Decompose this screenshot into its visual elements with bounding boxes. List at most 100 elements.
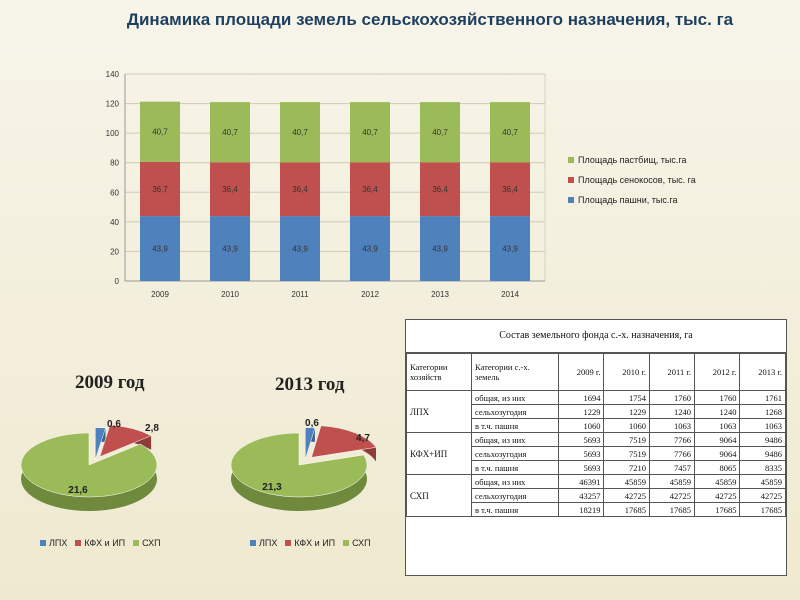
legend-label: КФХ и ИП bbox=[294, 538, 336, 548]
bar-arable bbox=[490, 216, 530, 281]
pie-slice-kfh bbox=[99, 424, 152, 458]
value-cell: 1240 bbox=[693, 404, 741, 419]
legend-label: ЛПХ bbox=[49, 538, 68, 548]
value-cell: 17685 bbox=[739, 502, 786, 517]
bar-hay bbox=[280, 162, 320, 217]
legend-label: Площадь сенокосов, тыс. га bbox=[578, 175, 696, 185]
table-row: в т.ч. пашня 18219 17685 17685 17685 17685 bbox=[407, 502, 786, 517]
y-tick-label: 140 bbox=[106, 70, 120, 79]
y-tick-label: 20 bbox=[110, 247, 119, 256]
data-label: 36,4 bbox=[362, 185, 378, 194]
bar-pasture bbox=[210, 102, 250, 163]
value-cell: 1694 bbox=[557, 390, 605, 405]
y-tick-label: 60 bbox=[110, 188, 119, 197]
x-tick-label: 2011 bbox=[291, 290, 309, 299]
legend-swatch-arable bbox=[568, 197, 574, 203]
value-cell: 1060 bbox=[603, 418, 650, 433]
data-label: 36,4 bbox=[502, 185, 518, 194]
stacked-bar-chart: 0 20 40 60 80 100 120 140 43,9 36,7 40,7 2009 43,9 36… bbox=[106, 70, 696, 299]
pie-chart-2009: 0,6 2,8 21,6 bbox=[20, 419, 159, 511]
table-caption: Состав земельного фонда с.-х. назначения… bbox=[406, 320, 786, 353]
group-name-cell: ЛПХ bbox=[406, 390, 472, 433]
pie-data-label: 21,6 bbox=[68, 485, 88, 496]
legend-label: СХП bbox=[352, 538, 371, 548]
bar-arable bbox=[140, 216, 180, 281]
table-row: СХП общая, из них 46391 45859 45859 45859 4585… bbox=[406, 474, 786, 517]
pie-data-label: 4,7 bbox=[356, 433, 370, 444]
value-cell: 17685 bbox=[648, 502, 695, 517]
data-label: 40,7 bbox=[222, 128, 238, 137]
legend-item-lph: ЛПХ bbox=[40, 538, 67, 548]
legend-swatch-hay bbox=[568, 177, 574, 183]
value-cell: 7519 bbox=[603, 446, 650, 461]
header-cell: 2010 г. bbox=[603, 353, 650, 391]
pie-slice-shp bbox=[230, 432, 368, 498]
plot-area bbox=[124, 73, 546, 282]
legend-item-shp: СХП bbox=[343, 538, 371, 548]
bar-hay bbox=[420, 162, 460, 217]
x-tick-label: 2009 bbox=[151, 290, 169, 299]
bar-arable bbox=[280, 216, 320, 281]
value-cell: 42725 bbox=[648, 488, 695, 503]
row-label-cell: в т.ч. пашня bbox=[471, 418, 559, 433]
y-tick-label: 80 bbox=[110, 159, 119, 168]
data-label: 40,7 bbox=[502, 128, 518, 137]
bar-pasture bbox=[420, 102, 460, 163]
header-cell: 2009 г. bbox=[557, 353, 605, 391]
data-label: 36,4 bbox=[222, 185, 238, 194]
legend-swatch-shp bbox=[343, 540, 350, 546]
bar-arable bbox=[210, 216, 250, 281]
y-tick-label: 0 bbox=[115, 277, 120, 286]
bar-pasture bbox=[280, 102, 320, 163]
y-tick-label: 40 bbox=[110, 218, 119, 227]
pie-slice-kfh bbox=[311, 425, 377, 458]
header-cell: Категории с.-х. земель bbox=[471, 353, 559, 391]
group-name-cell: КФХ+ИП bbox=[406, 432, 472, 475]
value-cell: 46391 bbox=[557, 474, 605, 489]
bar-arable bbox=[350, 216, 390, 281]
legend-item-shp: СХП bbox=[133, 538, 161, 548]
data-label: 43,9 bbox=[432, 245, 448, 254]
table-header-row: Категории хозяйств Категории с.-х. земел… bbox=[406, 353, 786, 391]
table-row: КФХ+ИП общая, из них 5693 7519 7766 9064 9486 bbox=[406, 432, 786, 475]
legend-item-lph: ЛПХ bbox=[250, 538, 277, 548]
value-cell: 43257 bbox=[557, 488, 605, 503]
value-cell: 45859 bbox=[693, 474, 741, 489]
value-cell: 17685 bbox=[693, 502, 741, 517]
data-label: 43,9 bbox=[222, 245, 238, 254]
header-cell: 2012 г. bbox=[693, 353, 741, 391]
data-label: 43,9 bbox=[152, 245, 168, 254]
bar-pasture bbox=[490, 102, 530, 163]
pie-data-label: 0,6 bbox=[305, 418, 319, 429]
pie-2009-legend: ЛПХ КФХ и ИП СХП bbox=[40, 538, 161, 548]
value-cell: 7766 bbox=[648, 432, 695, 447]
bar-hay bbox=[350, 162, 390, 217]
data-label: 40,7 bbox=[292, 128, 308, 137]
row-label-cell: общая, из них bbox=[471, 474, 559, 489]
row-label-cell: общая, из них bbox=[471, 432, 559, 447]
legend-label: КФХ и ИП bbox=[84, 538, 126, 548]
value-cell: 42725 bbox=[603, 488, 650, 503]
data-label: 36,4 bbox=[432, 185, 448, 194]
x-tick-label: 2014 bbox=[501, 290, 519, 299]
value-cell: 7210 bbox=[603, 460, 650, 475]
land-fund-table: Состав земельного фонда с.-х. назначения… bbox=[405, 319, 787, 576]
bar-hay bbox=[140, 161, 180, 217]
value-cell: 5693 bbox=[557, 432, 605, 447]
pie-2013-title: 2013 год bbox=[275, 374, 345, 395]
land-table-grid: Категории хозяйств Категории с.-х. земел… bbox=[406, 353, 786, 517]
row-label-cell: в т.ч. пашня bbox=[471, 502, 559, 517]
value-cell: 8335 bbox=[739, 460, 786, 475]
legend-swatch-lph bbox=[250, 540, 256, 546]
row-label-cell: сельхозугодия bbox=[471, 404, 559, 419]
value-cell: 8065 bbox=[693, 460, 741, 475]
data-label: 36,4 bbox=[292, 185, 308, 194]
value-cell: 1229 bbox=[557, 404, 605, 419]
table-row: ЛПХ общая, из них 1694 1754 1760 1760 1761 bbox=[406, 390, 786, 433]
legend-swatch-pasture bbox=[568, 157, 574, 163]
data-label: 40,7 bbox=[152, 128, 168, 137]
x-tick-label: 2013 bbox=[431, 290, 449, 299]
legend-swatch-kfh bbox=[285, 540, 292, 546]
value-cell: 9486 bbox=[739, 446, 786, 461]
bar-pasture bbox=[140, 101, 180, 162]
